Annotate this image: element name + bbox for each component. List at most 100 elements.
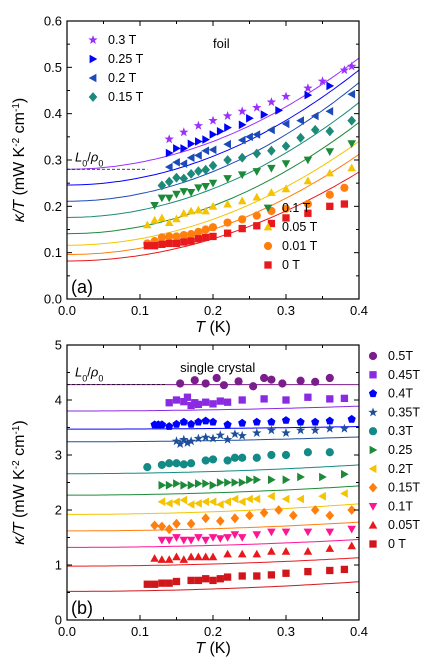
data-point	[340, 565, 349, 574]
data-point	[347, 140, 356, 149]
data-point	[237, 171, 247, 180]
x-tick-label: 0.2	[204, 303, 222, 318]
y-tick-label: 0.0	[44, 292, 62, 307]
data-point	[157, 460, 166, 469]
x-axis-label: T (K)	[195, 640, 231, 657]
data-point	[193, 120, 204, 130]
data-point	[179, 536, 189, 545]
data-point	[201, 146, 210, 155]
data-point	[165, 148, 174, 158]
fit-line-b-9	[67, 557, 360, 567]
data-point	[209, 480, 218, 490]
data-point	[268, 475, 276, 485]
panel-annotation: single crystal	[180, 360, 255, 375]
data-point	[216, 575, 224, 583]
data-point	[157, 536, 167, 545]
data-point	[219, 381, 229, 390]
data-point	[347, 163, 356, 172]
legend-marker	[264, 261, 272, 269]
data-point	[201, 225, 210, 234]
data-point	[267, 188, 276, 196]
legend-label: 0.5T	[388, 349, 413, 363]
data-point	[325, 416, 334, 425]
legend-label: 0.4T	[388, 387, 413, 401]
data-point	[165, 579, 173, 587]
data-point	[143, 220, 152, 229]
data-point	[193, 433, 204, 443]
data-point	[180, 480, 189, 490]
legend-marker	[89, 54, 98, 64]
data-point	[143, 580, 151, 588]
fit-line-b-2	[67, 426, 360, 430]
data-point	[202, 479, 210, 488]
data-point	[281, 416, 291, 424]
data-point	[252, 494, 261, 504]
data-point	[238, 478, 247, 487]
y-tick-label: 1	[55, 558, 62, 573]
data-point	[150, 554, 159, 562]
panel-label: (a)	[71, 277, 93, 297]
data-point	[223, 229, 232, 237]
data-point	[164, 134, 174, 144]
data-point	[267, 375, 276, 384]
data-point	[172, 172, 181, 183]
data-point	[238, 215, 247, 224]
data-point	[208, 223, 218, 232]
data-point	[326, 395, 334, 403]
data-point	[208, 534, 218, 542]
data-point	[209, 232, 217, 241]
data-point	[212, 373, 221, 383]
data-point	[223, 155, 232, 165]
data-point	[157, 497, 166, 507]
data-point	[172, 158, 180, 167]
data-point	[222, 434, 233, 444]
data-point	[222, 111, 233, 120]
legend-marker	[368, 351, 378, 361]
data-point	[179, 159, 188, 168]
data-point	[252, 428, 262, 437]
panel-b: 0.0 0.1 0.2 0.3 0.4 0 1 2 3 4 5 T (K) κ/T (mW K-2 cm…	[11, 338, 421, 658]
data-point	[223, 497, 231, 507]
data-point	[172, 577, 181, 586]
x-axis-label: T (K)	[195, 319, 231, 336]
data-point	[201, 513, 210, 524]
data-point	[237, 152, 247, 163]
data-point	[237, 497, 246, 507]
data-point	[252, 192, 262, 201]
data-point	[201, 536, 210, 545]
y-tick-label: 2	[55, 503, 62, 518]
data-point	[172, 190, 181, 199]
data-point	[237, 196, 247, 205]
legend-label: 0.01 T	[282, 239, 318, 253]
data-point	[186, 189, 196, 197]
data-point	[187, 459, 196, 468]
panel-a: 0.0 0.1 0.2 0.3 0.4 0.0 0.1 0.2 0.3 0.4 0.5 0.6 T (K…	[11, 14, 369, 337]
data-point	[245, 510, 254, 521]
data-point	[186, 436, 196, 446]
data-point	[157, 555, 167, 563]
data-point	[187, 480, 196, 490]
data-point	[179, 188, 189, 196]
data-point	[157, 521, 167, 532]
data-point	[252, 130, 261, 139]
data-point	[187, 230, 196, 239]
legend-label: 0.05 T	[282, 220, 318, 234]
legend-label: 0.25 T	[108, 52, 144, 66]
data-point	[195, 479, 203, 488]
data-point	[223, 398, 232, 406]
data-point	[266, 425, 277, 435]
data-point	[246, 114, 254, 123]
data-point	[340, 489, 348, 498]
data-point	[252, 148, 262, 159]
data-point	[340, 394, 349, 403]
data-point	[209, 576, 217, 585]
data-point	[165, 459, 174, 468]
y-tick-label: 0.3	[44, 153, 62, 168]
data-point	[165, 422, 174, 430]
data-point	[202, 135, 210, 144]
legend-label: 0.45T	[388, 368, 420, 382]
data-point	[164, 194, 174, 203]
data-point	[325, 190, 334, 199]
legend-marker	[368, 464, 377, 474]
